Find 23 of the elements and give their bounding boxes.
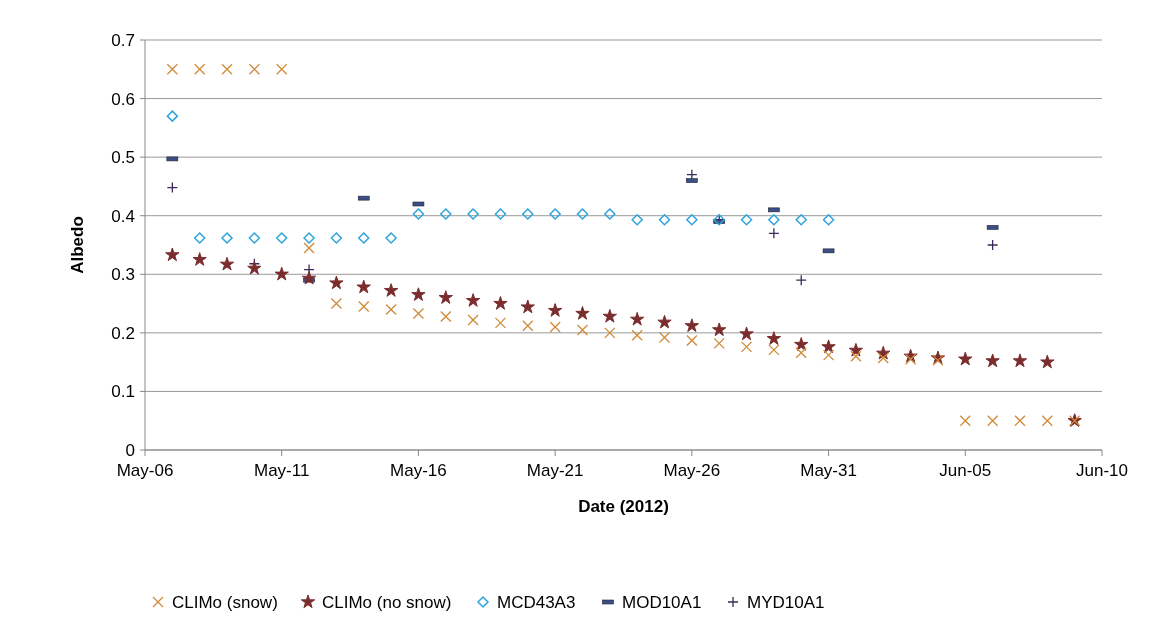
x-tick-label: May-26: [663, 461, 721, 480]
legend-label: MYD10A1: [747, 592, 825, 612]
legend-label: CLIMo (no snow): [322, 592, 452, 612]
y-tick-label: 0.6: [111, 89, 135, 109]
y-tick-label: 0.3: [111, 265, 135, 285]
y-tick-label: 0.4: [111, 206, 135, 226]
x-axis-title: Date (2012): [578, 497, 669, 516]
x-tick-label: Jun-10: [1076, 461, 1128, 480]
x-tick-label: May-11: [254, 461, 310, 480]
x-tick-label: May-21: [526, 461, 584, 480]
x-tick-label: May-16: [390, 461, 447, 480]
y-tick-label: 0: [125, 440, 135, 460]
legend-label: CLIMo (snow): [172, 592, 278, 612]
legend-label: MOD10A1: [622, 592, 702, 612]
y-axis-title: Albedo: [68, 216, 87, 274]
x-tick-label: May-31: [800, 461, 857, 480]
y-tick-label: 0.2: [111, 323, 135, 343]
y-tick-label: 0.1: [111, 382, 135, 402]
x-tick-label: May-06: [116, 461, 174, 480]
x-tick-label: Jun-05: [939, 461, 992, 480]
y-tick-label: 0.5: [111, 148, 135, 168]
y-tick-label: 0.7: [111, 30, 135, 50]
legend-label: MCD43A3: [497, 592, 576, 612]
